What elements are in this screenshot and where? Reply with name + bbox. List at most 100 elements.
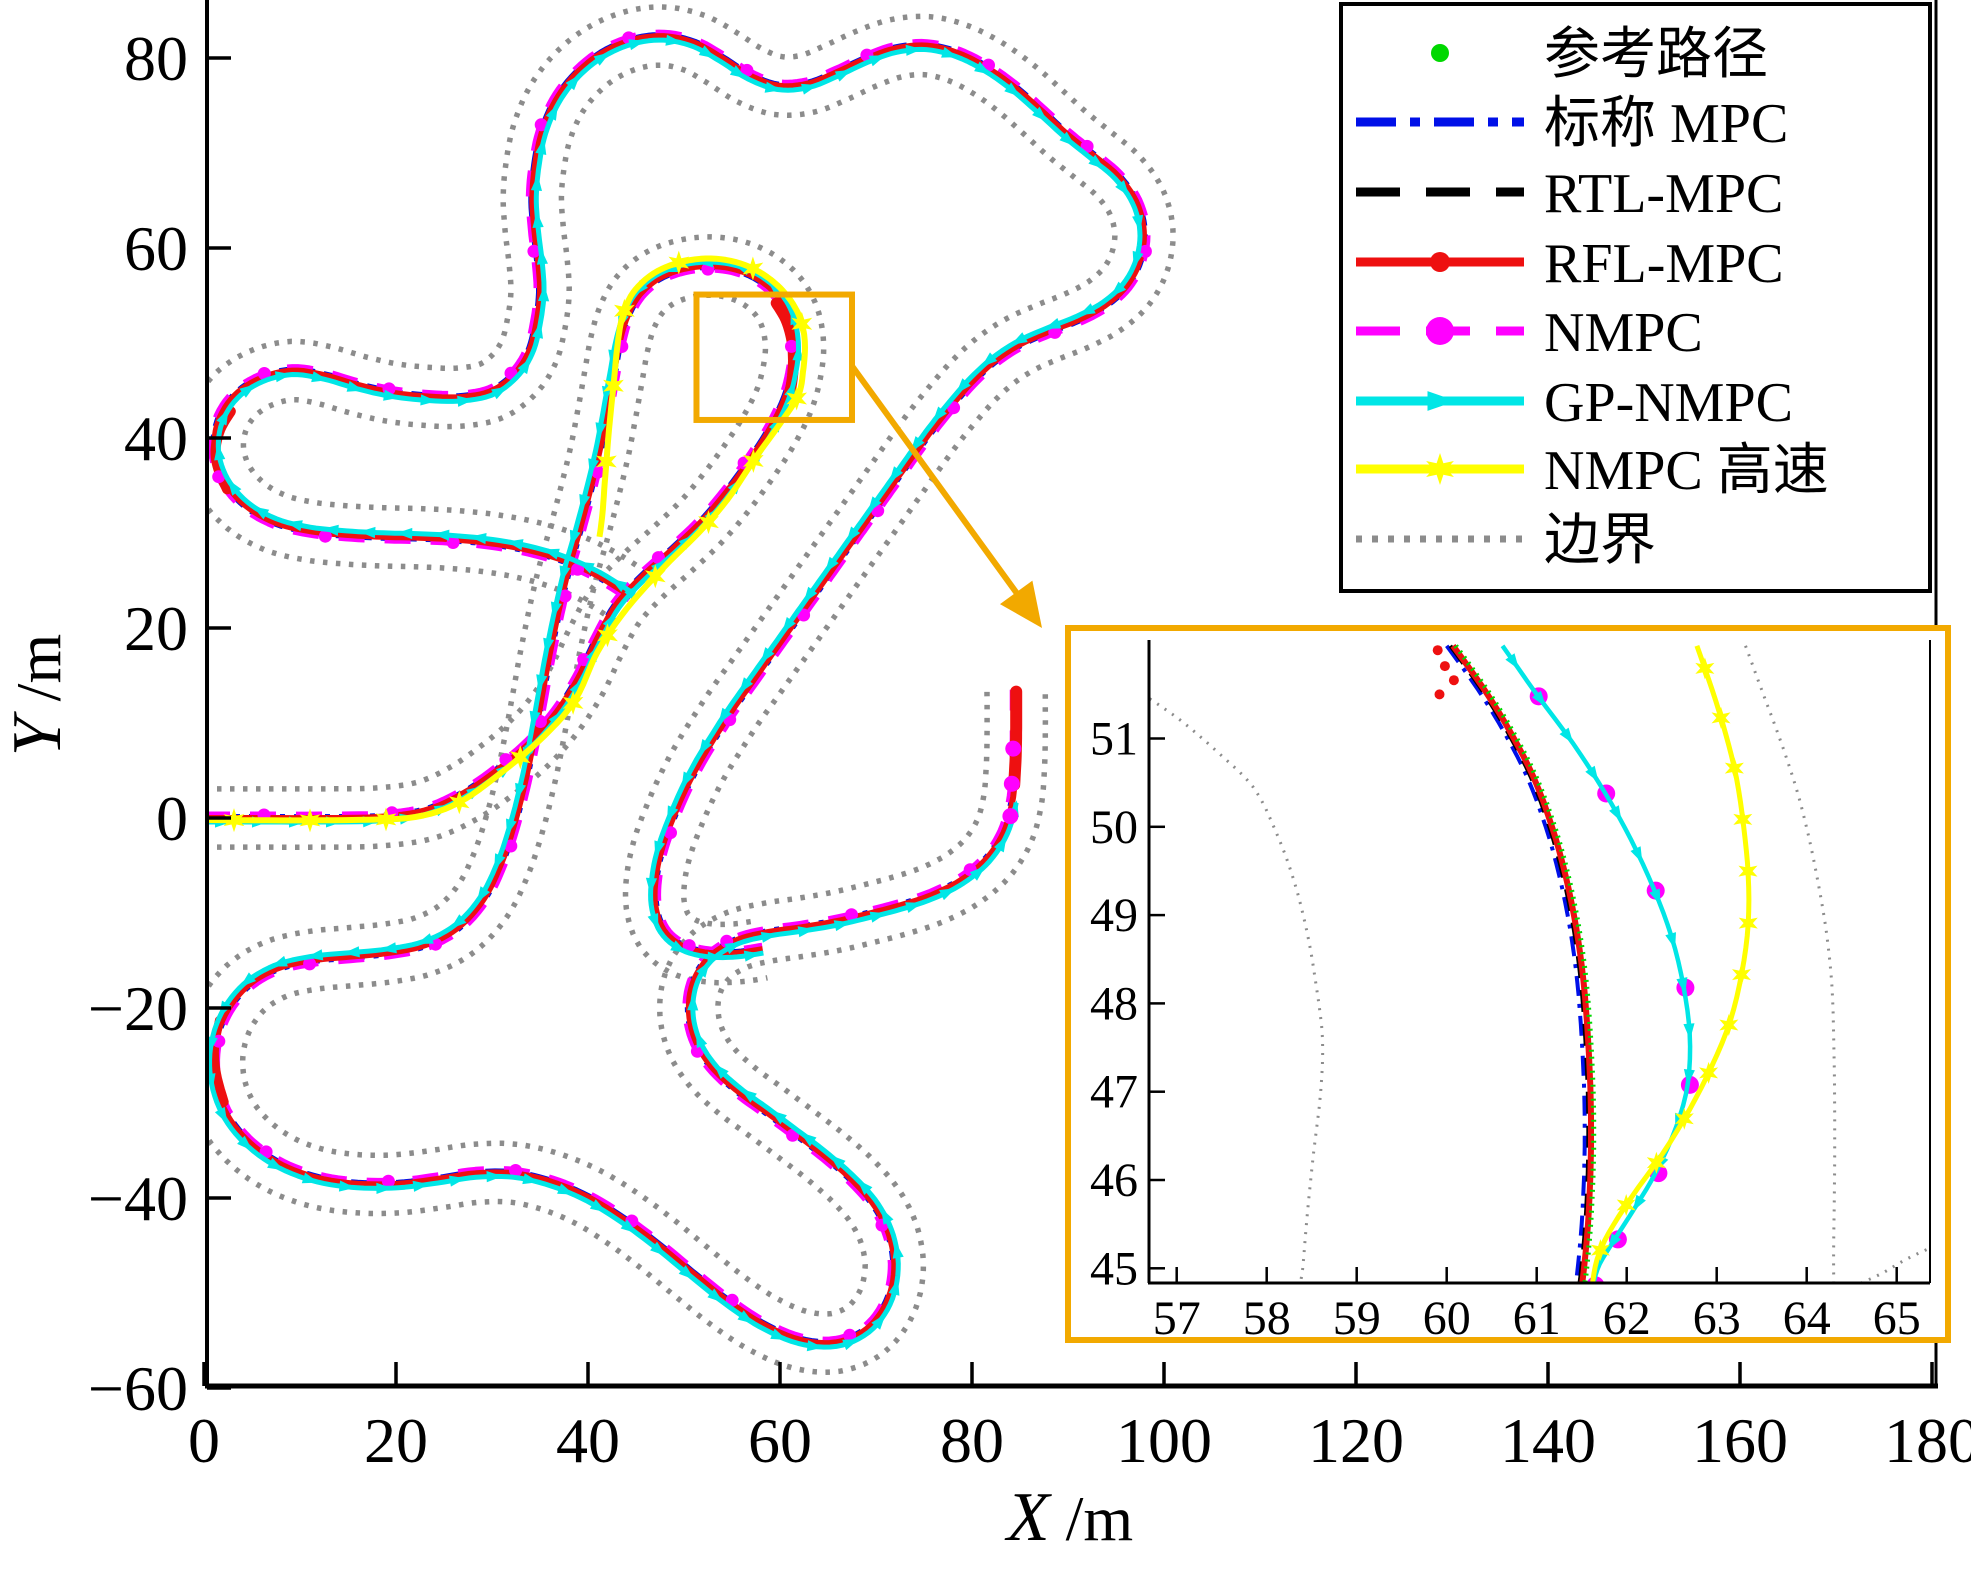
nmpc-circle-marker bbox=[534, 118, 548, 132]
triangle-marker bbox=[359, 526, 376, 539]
nmpc-circle-marker bbox=[571, 562, 585, 576]
zoom-box bbox=[693, 291, 855, 423]
star-marker bbox=[1738, 912, 1758, 935]
triangle-marker bbox=[1011, 332, 1028, 345]
triangle-marker bbox=[416, 933, 434, 944]
triangle-marker bbox=[569, 529, 581, 547]
triangle-marker bbox=[833, 920, 851, 932]
nmpc-circle-marker bbox=[446, 536, 460, 549]
inset-x-tick-label: 65 bbox=[1873, 1292, 1921, 1345]
triangle-marker bbox=[687, 994, 699, 1011]
triangle-marker bbox=[270, 955, 288, 967]
triangle-marker bbox=[846, 526, 861, 543]
legend-label: RTL-MPC bbox=[1544, 163, 1783, 225]
triangle-marker bbox=[216, 408, 229, 426]
track-boundary bbox=[207, 234, 1049, 1376]
nmpc-end-marker bbox=[1005, 740, 1022, 757]
triangle-marker bbox=[1004, 82, 1021, 97]
x-tick-label: 140 bbox=[1500, 1405, 1596, 1476]
inset-y-tick-label: 50 bbox=[1090, 801, 1138, 854]
inset-x-tick-label: 60 bbox=[1423, 1292, 1471, 1345]
triangle-marker bbox=[724, 942, 742, 954]
inset-y-tick-label: 49 bbox=[1090, 889, 1138, 942]
triangle-marker bbox=[713, 1063, 729, 1079]
inset-rfl-dot bbox=[1432, 645, 1443, 656]
y-axis-label: Y /m bbox=[0, 634, 76, 757]
triangle-marker bbox=[1427, 391, 1456, 411]
triangle-marker bbox=[824, 556, 839, 573]
triangle-marker bbox=[1132, 214, 1144, 232]
star-marker bbox=[603, 373, 624, 398]
legend-item: RFL-MPC bbox=[1356, 233, 1784, 295]
nmpc-circle-marker bbox=[558, 589, 572, 603]
triangle-marker bbox=[412, 1180, 430, 1192]
triangle-marker bbox=[620, 1219, 637, 1234]
y-tick-label: −40 bbox=[88, 1163, 188, 1234]
inset-rfl-dot bbox=[1434, 689, 1445, 700]
star-marker bbox=[299, 808, 321, 833]
nmpc-circle-marker bbox=[504, 839, 518, 853]
triangle-marker bbox=[343, 946, 360, 958]
triangle-marker bbox=[550, 601, 562, 619]
inset-rfl-dot bbox=[1448, 675, 1459, 686]
y-tick-label: 80 bbox=[124, 23, 188, 94]
legend-item: NMPC bbox=[1356, 302, 1703, 364]
triangle-marker bbox=[871, 1313, 886, 1330]
nmpc-end-marker bbox=[1002, 808, 1019, 825]
triangle-marker bbox=[338, 1180, 356, 1192]
star-marker bbox=[1616, 1194, 1636, 1216]
inset-boundary bbox=[1150, 697, 1325, 1283]
x-tick-label: 100 bbox=[1116, 1405, 1212, 1476]
nmpc-circle-marker bbox=[591, 465, 605, 479]
x-axis-label: X /m bbox=[1004, 1479, 1133, 1556]
inset-y-tick-label: 45 bbox=[1090, 1242, 1138, 1295]
triangle-marker bbox=[842, 1339, 860, 1351]
triangle-marker bbox=[1044, 318, 1062, 329]
nmpc-circle-marker bbox=[1048, 325, 1062, 339]
triangle-marker bbox=[1078, 303, 1096, 316]
triangle-marker bbox=[346, 380, 364, 392]
x-tick-label: 180 bbox=[1884, 1405, 1971, 1476]
triangle-marker bbox=[610, 578, 628, 592]
star-marker bbox=[1646, 1151, 1666, 1174]
triangle-marker bbox=[593, 52, 611, 66]
triangle-marker bbox=[624, 584, 640, 600]
star-marker bbox=[1732, 963, 1751, 986]
star-marker bbox=[1699, 1061, 1719, 1084]
triangle-marker bbox=[322, 524, 339, 536]
triangle-marker bbox=[530, 174, 542, 191]
legend-box bbox=[1339, 2, 1932, 593]
inset-x-tick-label: 57 bbox=[1153, 1292, 1201, 1345]
triangle-marker bbox=[1630, 846, 1643, 864]
triangle-marker bbox=[1132, 250, 1144, 268]
triangle-marker bbox=[532, 321, 543, 339]
nmpc-circle-marker bbox=[212, 470, 226, 484]
star-marker bbox=[375, 807, 397, 832]
triangle-marker bbox=[707, 1288, 724, 1303]
triangle-marker bbox=[760, 647, 775, 664]
gp-nmpc-path bbox=[215, 37, 1143, 961]
triangle-marker bbox=[764, 81, 782, 93]
triangle-marker bbox=[565, 74, 581, 91]
inset-x-tick-label: 61 bbox=[1513, 1292, 1561, 1345]
triangle-marker bbox=[557, 1183, 574, 1195]
triangle-marker bbox=[545, 103, 558, 121]
nmpc-circle-marker bbox=[845, 908, 858, 922]
triangle-marker bbox=[450, 914, 467, 929]
legend-label: NMPC 高速 bbox=[1544, 440, 1829, 502]
inset-gp-nmpc-path bbox=[1500, 644, 1693, 1283]
triangle-marker bbox=[476, 886, 490, 903]
triangle-marker bbox=[457, 395, 474, 407]
callout-arrow bbox=[849, 364, 1031, 611]
triangle-marker bbox=[543, 637, 555, 655]
triangle-marker bbox=[214, 443, 226, 461]
triangle-marker bbox=[743, 950, 761, 962]
triangle-marker bbox=[536, 248, 548, 265]
triangle-marker bbox=[628, 39, 646, 51]
star-marker bbox=[223, 808, 245, 833]
nmpc-circle-marker bbox=[381, 1174, 395, 1188]
triangle-marker bbox=[739, 677, 753, 694]
triangle-marker bbox=[1607, 1233, 1622, 1250]
star-marker bbox=[743, 448, 764, 473]
